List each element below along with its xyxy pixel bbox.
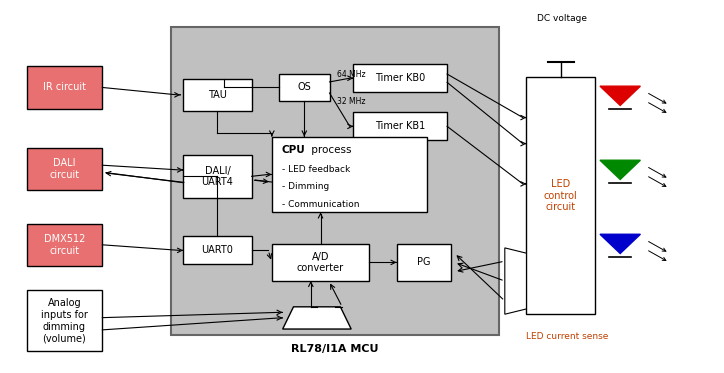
- Bar: [183, 155, 252, 198]
- Bar: [353, 64, 447, 92]
- Text: DMX512
circuit: DMX512 circuit: [44, 234, 85, 256]
- Bar: [183, 236, 252, 264]
- Text: Analog
inputs for
dimming
(volume): Analog inputs for dimming (volume): [41, 298, 88, 343]
- Bar: [183, 79, 252, 111]
- Bar: [171, 27, 499, 335]
- Text: DC voltage: DC voltage: [537, 14, 587, 23]
- Text: Timer KB1: Timer KB1: [375, 121, 425, 131]
- Bar: [272, 244, 369, 281]
- Bar: [397, 244, 451, 281]
- Text: - Communication: - Communication: [282, 200, 359, 209]
- Text: DALI
circuit: DALI circuit: [49, 158, 80, 180]
- Text: LED current sense: LED current sense: [526, 332, 609, 341]
- Text: UART0: UART0: [201, 245, 233, 256]
- Text: Timer KB0: Timer KB0: [375, 73, 425, 83]
- Text: PG: PG: [417, 257, 430, 267]
- Bar: [27, 223, 102, 266]
- Text: TAU: TAU: [208, 90, 227, 100]
- Text: 64 MHz: 64 MHz: [337, 70, 366, 79]
- Text: RL78/I1A MCU: RL78/I1A MCU: [291, 344, 379, 354]
- Text: process: process: [308, 145, 351, 155]
- Polygon shape: [600, 160, 641, 179]
- Text: A/D
converter: A/D converter: [297, 252, 344, 273]
- Text: - Dimming: - Dimming: [282, 182, 329, 191]
- Text: - LED feedback: - LED feedback: [282, 165, 350, 174]
- Text: LED
control
circuit: LED control circuit: [544, 179, 578, 212]
- Text: 32 MHz: 32 MHz: [337, 97, 365, 106]
- Text: IR circuit: IR circuit: [43, 82, 86, 93]
- Polygon shape: [600, 234, 641, 254]
- Bar: [272, 137, 427, 212]
- Bar: [353, 112, 447, 140]
- Bar: [27, 290, 102, 351]
- Bar: [526, 77, 595, 314]
- Text: OS: OS: [298, 82, 311, 93]
- Polygon shape: [505, 248, 526, 314]
- Polygon shape: [282, 307, 351, 329]
- Text: CPU: CPU: [282, 145, 306, 155]
- Bar: [279, 73, 329, 101]
- Bar: [27, 66, 102, 109]
- Text: DALI/
UART4: DALI/ UART4: [201, 166, 233, 187]
- Bar: [27, 148, 102, 190]
- Polygon shape: [600, 86, 641, 106]
